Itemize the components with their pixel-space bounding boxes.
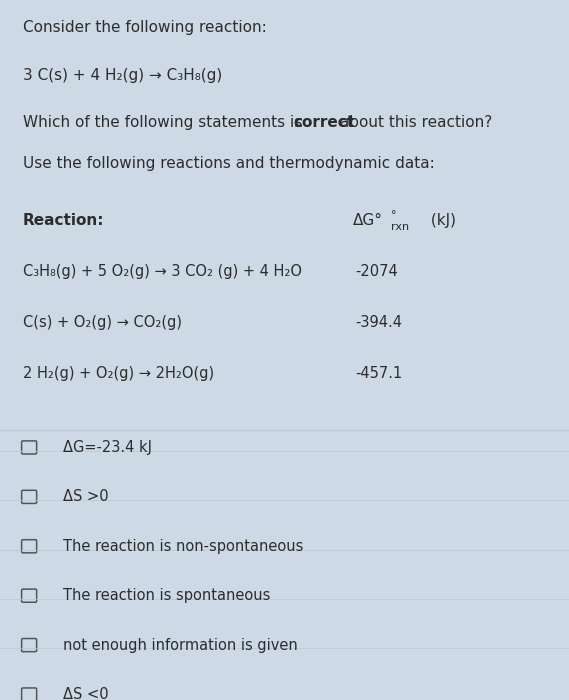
Text: about this reaction?: about this reaction? (335, 115, 492, 130)
Text: Reaction:: Reaction: (23, 214, 104, 228)
Text: correct: correct (293, 115, 354, 130)
Text: Consider the following reaction:: Consider the following reaction: (23, 20, 266, 35)
Text: Use the following reactions and thermodynamic data:: Use the following reactions and thermody… (23, 155, 435, 171)
Text: The reaction is non-spontaneous: The reaction is non-spontaneous (63, 539, 303, 554)
Text: The reaction is spontaneous: The reaction is spontaneous (63, 588, 270, 603)
Text: ΔG°: ΔG° (353, 214, 383, 228)
Text: Which of the following statements is: Which of the following statements is (23, 115, 307, 130)
Text: -457.1: -457.1 (356, 365, 403, 381)
Text: rxn: rxn (391, 222, 410, 232)
Text: (kJ): (kJ) (426, 214, 456, 228)
Text: 2 H₂(g) + O₂(g) → 2H₂O(g): 2 H₂(g) + O₂(g) → 2H₂O(g) (23, 365, 214, 381)
Text: not enough information is given: not enough information is given (63, 638, 298, 652)
Text: °: ° (391, 211, 397, 220)
Text: -394.4: -394.4 (356, 315, 403, 330)
Text: 3 C(s) + 4 H₂(g) → C₃H₈(g): 3 C(s) + 4 H₂(g) → C₃H₈(g) (23, 68, 222, 83)
Text: -2074: -2074 (356, 264, 398, 279)
Text: ΔS <0: ΔS <0 (63, 687, 108, 700)
Text: ΔS >0: ΔS >0 (63, 489, 108, 505)
Text: C(s) + O₂(g) → CO₂(g): C(s) + O₂(g) → CO₂(g) (23, 315, 182, 330)
Text: C₃H₈(g) + 5 O₂(g) → 3 CO₂ (g) + 4 H₂O: C₃H₈(g) + 5 O₂(g) → 3 CO₂ (g) + 4 H₂O (23, 264, 302, 279)
Text: ΔG=-23.4 kJ: ΔG=-23.4 kJ (63, 440, 151, 455)
